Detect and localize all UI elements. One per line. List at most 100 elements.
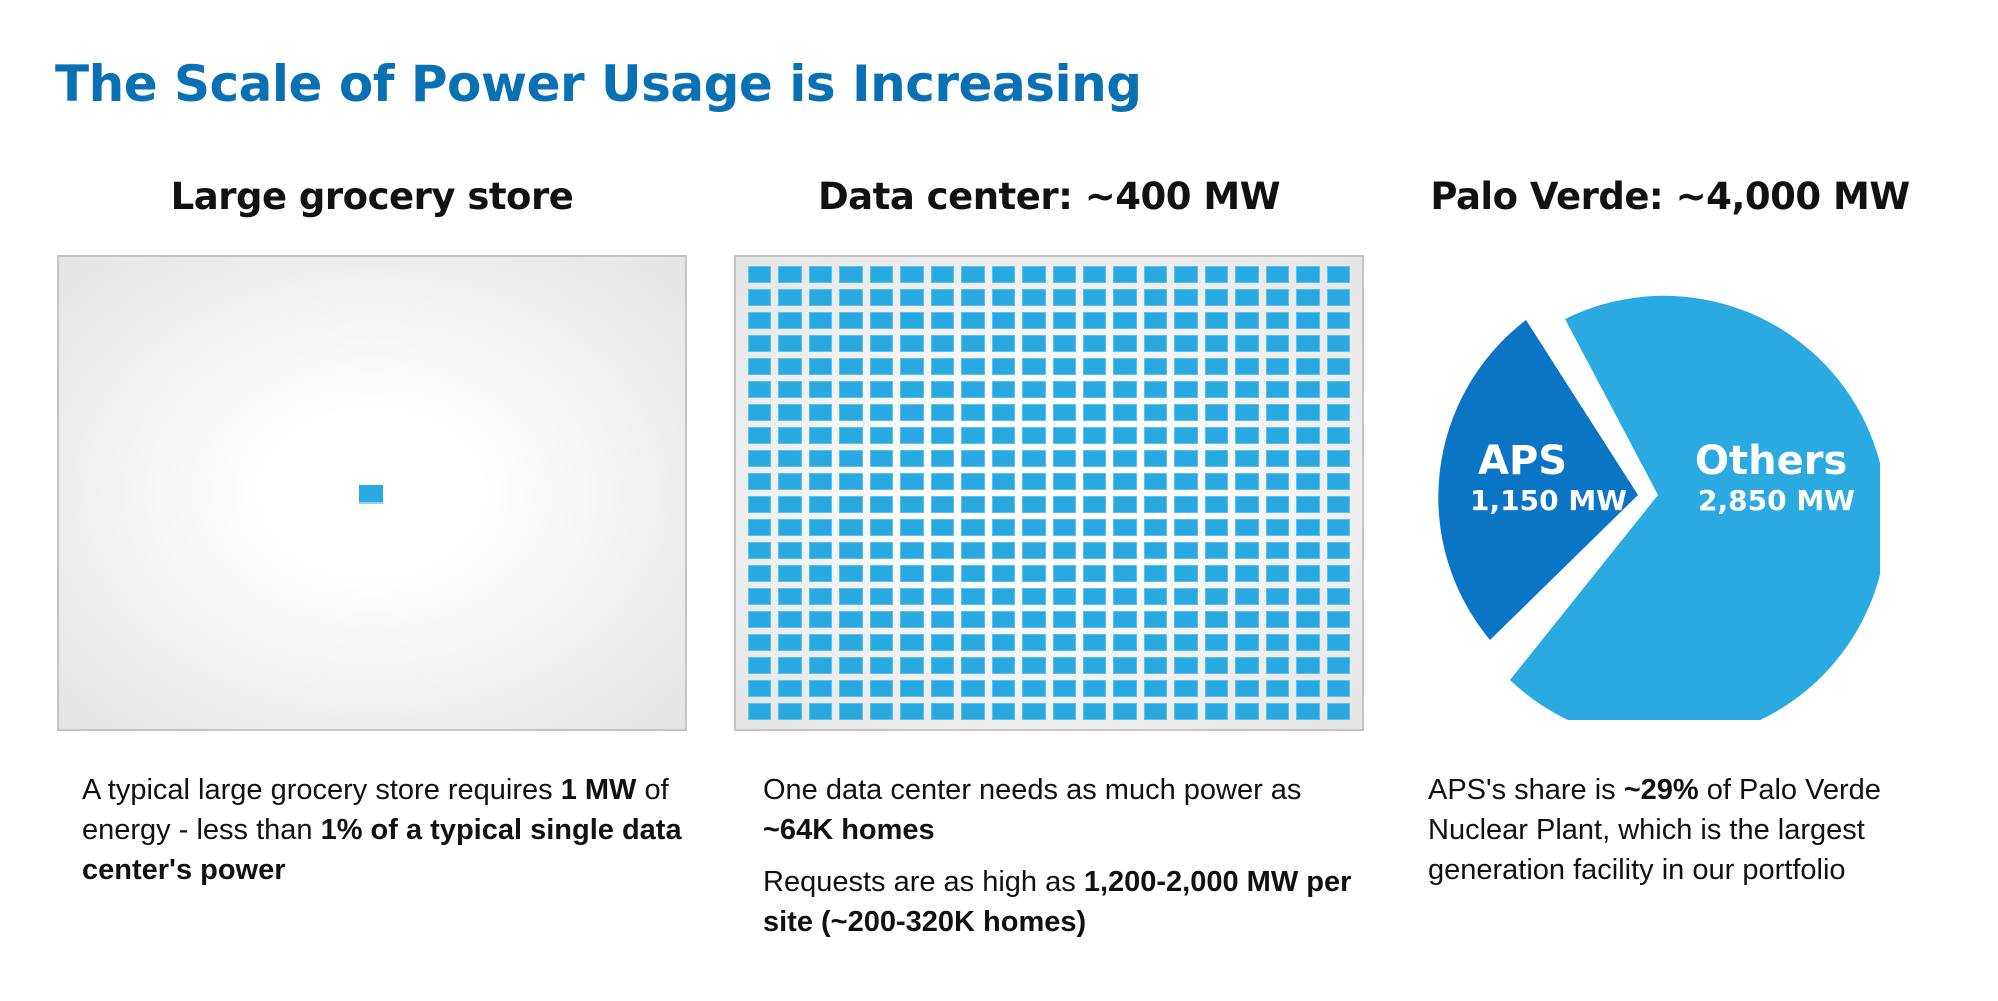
emphasis-text: 1,200-2,000 MW per site (~200-320K homes… (763, 866, 1352, 938)
mw-unit-square (991, 657, 1016, 674)
mw-unit-square (1113, 381, 1137, 398)
mw-unit-square (869, 496, 894, 513)
mw-unit-square (1022, 358, 1046, 375)
mw-unit-square (1204, 680, 1229, 697)
mw-unit-square (1052, 565, 1076, 582)
mw-unit-square (1235, 381, 1259, 398)
emphasis-text: ~29% (1623, 774, 1699, 806)
mw-unit-square (1174, 381, 1198, 398)
mw-unit-square (1265, 289, 1290, 306)
mw-unit-square (1143, 404, 1168, 421)
mw-unit-square (1052, 496, 1076, 513)
mw-unit-square (1326, 519, 1350, 536)
mw-unit-square (839, 680, 863, 697)
mw-unit-square (961, 473, 985, 490)
heading-palo-verde: Palo Verde: ~4,000 MW (1430, 175, 1910, 218)
mw-unit-square (839, 496, 863, 513)
mw-unit-square (1113, 404, 1137, 421)
mw-unit-square (1052, 335, 1076, 352)
mw-unit-square (1052, 312, 1076, 329)
mw-unit-square (1082, 634, 1107, 651)
mw-unit-square (1174, 358, 1198, 375)
mw-unit-square (961, 588, 985, 605)
mw-unit-square (1174, 450, 1198, 467)
mw-unit-square (1326, 542, 1350, 559)
mw-unit-square (1022, 450, 1046, 467)
mw-unit-square (1143, 519, 1168, 536)
mw-unit-square (1113, 519, 1137, 536)
mw-unit-square (1143, 427, 1168, 444)
mw-unit-square (961, 335, 985, 352)
mw-unit-square (839, 312, 863, 329)
mw-unit-square (1082, 588, 1107, 605)
mw-unit-square (839, 634, 863, 651)
mw-unit-square (869, 312, 894, 329)
mw-unit-square (1174, 657, 1198, 674)
mw-unit-square (808, 266, 833, 283)
mw-unit-square (1326, 703, 1350, 720)
mw-unit-square (961, 565, 985, 582)
grocery-store-panel (57, 255, 687, 731)
mw-unit-square (900, 289, 924, 306)
mw-unit-square (1296, 404, 1320, 421)
mw-unit-square (839, 473, 863, 490)
mw-unit-square (1326, 496, 1350, 513)
mw-unit-square (930, 565, 955, 582)
mw-unit-square (869, 703, 894, 720)
mw-unit-square (961, 657, 985, 674)
mw-unit-square (869, 473, 894, 490)
mw-unit-square (1113, 312, 1137, 329)
mw-unit-square (778, 657, 802, 674)
mw-unit-square (1143, 634, 1168, 651)
mw-unit-square (1204, 473, 1229, 490)
mw-unit-square (808, 312, 833, 329)
pie-value-others: 2,850 MW (1698, 484, 1856, 517)
mw-unit-square (1113, 266, 1137, 283)
mw-unit-square (1174, 266, 1198, 283)
mw-unit-square (1052, 473, 1076, 490)
mw-unit-square (1022, 312, 1046, 329)
mw-unit-square (839, 335, 863, 352)
mw-unit-square (991, 473, 1016, 490)
mw-unit-square (1052, 703, 1076, 720)
mw-unit-square (1022, 519, 1046, 536)
mw-unit-square (1082, 266, 1107, 283)
mw-unit-square (1326, 312, 1350, 329)
mw-unit-square (1235, 473, 1259, 490)
mw-unit-square (1326, 588, 1350, 605)
mw-unit-square (1082, 680, 1107, 697)
mw-unit-square (900, 657, 924, 674)
mw-unit-square (1326, 427, 1350, 444)
mw-unit-square (1022, 381, 1046, 398)
body-text: A typical large grocery store requires (82, 774, 561, 806)
mw-unit-square (778, 588, 802, 605)
mw-unit-square (930, 680, 955, 697)
mw-unit-square (839, 450, 863, 467)
mw-unit-square (1082, 289, 1107, 306)
mw-unit-square (839, 427, 863, 444)
mw-unit-square (1113, 703, 1137, 720)
mw-unit-square (1113, 473, 1137, 490)
mw-unit-square (1052, 611, 1076, 628)
mw-unit-square (748, 473, 772, 490)
mw-unit-square (930, 404, 955, 421)
mw-unit-square (961, 450, 985, 467)
mw-unit-square (1113, 680, 1137, 697)
mw-unit-square (748, 427, 772, 444)
mw-unit-square (869, 404, 894, 421)
mw-unit-square (991, 542, 1016, 559)
mw-unit-square (1174, 588, 1198, 605)
mw-unit-square (1052, 450, 1076, 467)
mw-unit-square (748, 404, 772, 421)
mw-unit-square (1235, 266, 1259, 283)
mw-unit-square (1265, 657, 1290, 674)
mw-unit-square (869, 335, 894, 352)
palo-verde-description: APS's share is ~29% of Palo Verde Nuclea… (1428, 770, 1948, 890)
mw-unit-square (930, 358, 955, 375)
mw-unit-square (1326, 266, 1350, 283)
mw-unit-square (961, 404, 985, 421)
mw-unit-square (930, 703, 955, 720)
mw-unit-square (930, 473, 955, 490)
mw-unit-square (1235, 312, 1259, 329)
heading-data-center: Data center: ~400 MW (817, 175, 1281, 218)
